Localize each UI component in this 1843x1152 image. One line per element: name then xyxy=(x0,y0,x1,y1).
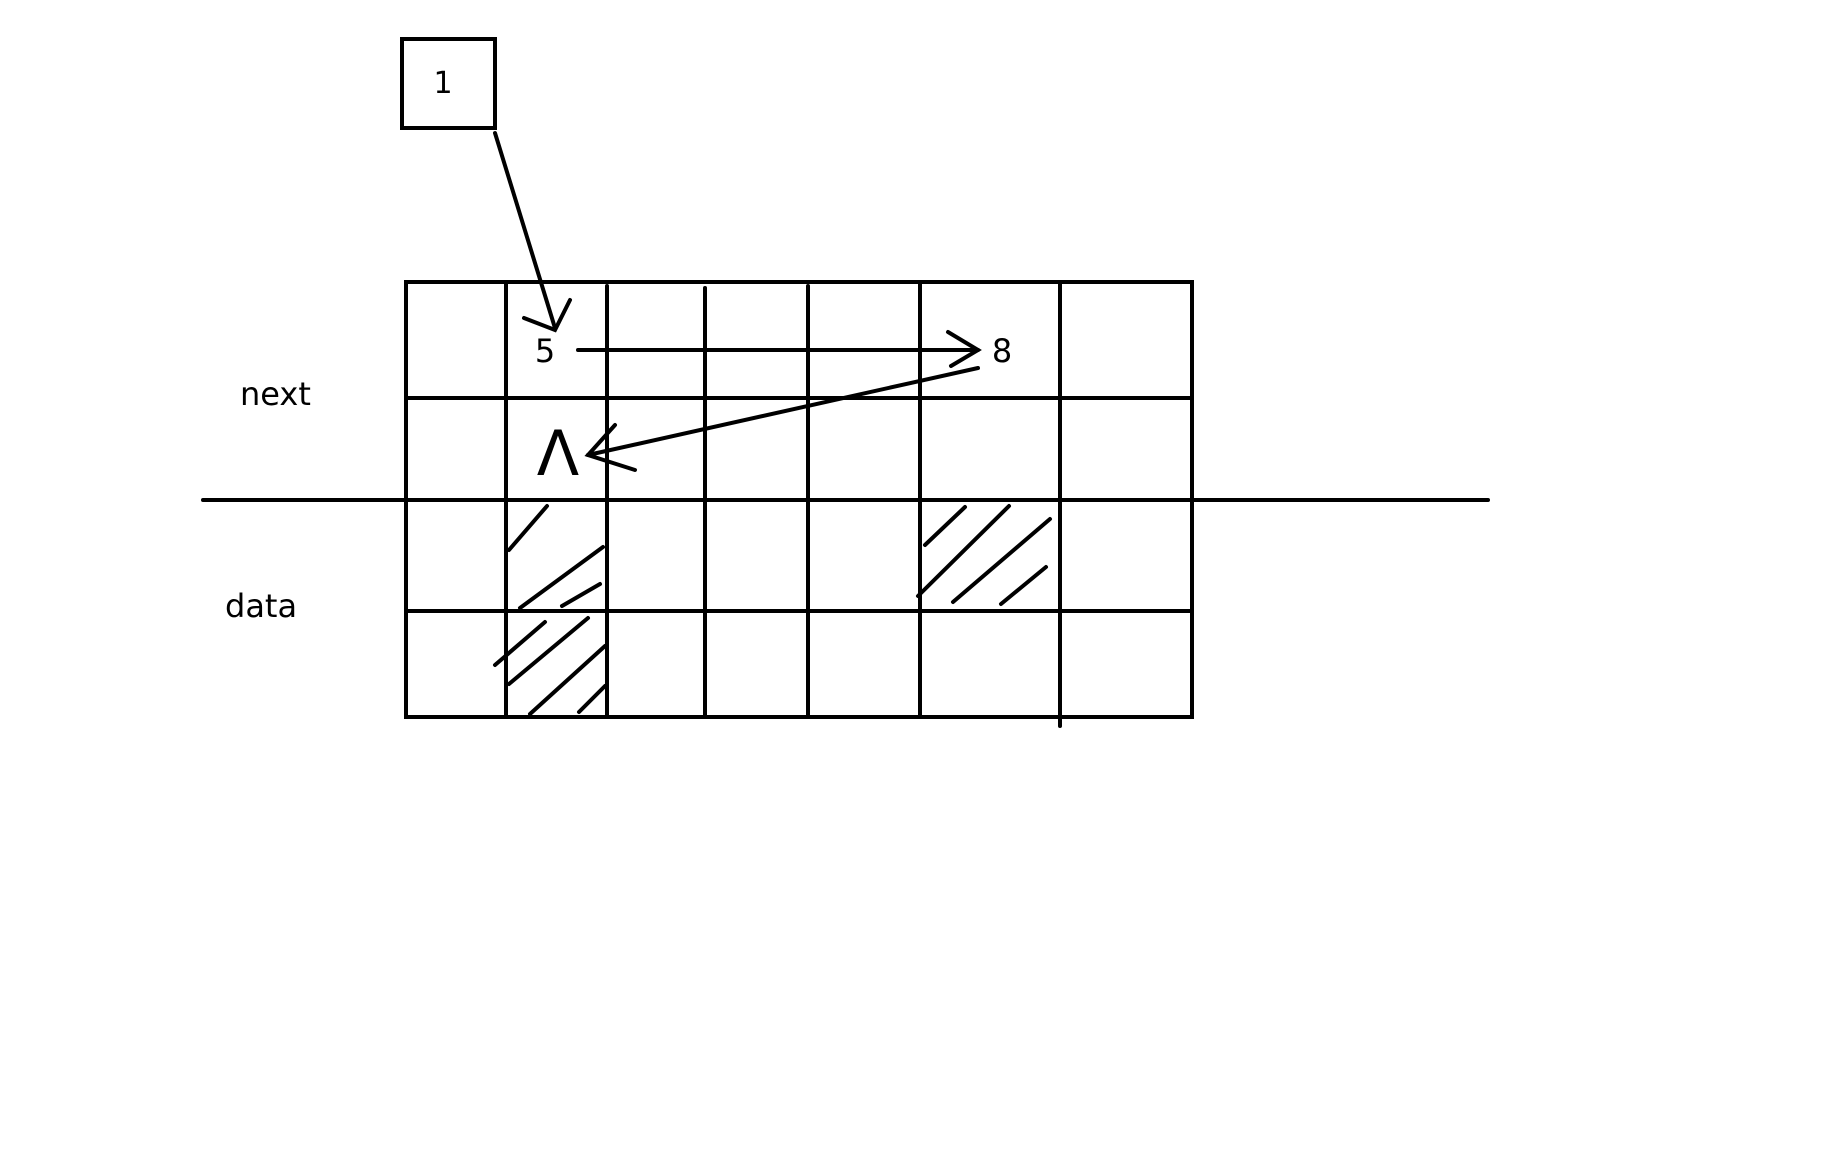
head-pointer-box xyxy=(400,37,497,130)
cell-next-value-5: 5 xyxy=(535,332,555,370)
hatched-cell-right xyxy=(916,504,1052,606)
cell-next-value-8: 8 xyxy=(992,332,1012,370)
hatched-cell-left xyxy=(493,504,607,716)
null-marker: Λ xyxy=(537,417,579,490)
row-label-next: next xyxy=(240,375,311,413)
8-to-null-arrow xyxy=(584,366,980,472)
head-to-5-arrow xyxy=(493,131,572,333)
pointer-box-value: 1 xyxy=(433,66,452,101)
row-label-data: data xyxy=(225,587,297,625)
5-to-8-arrow xyxy=(576,330,982,368)
